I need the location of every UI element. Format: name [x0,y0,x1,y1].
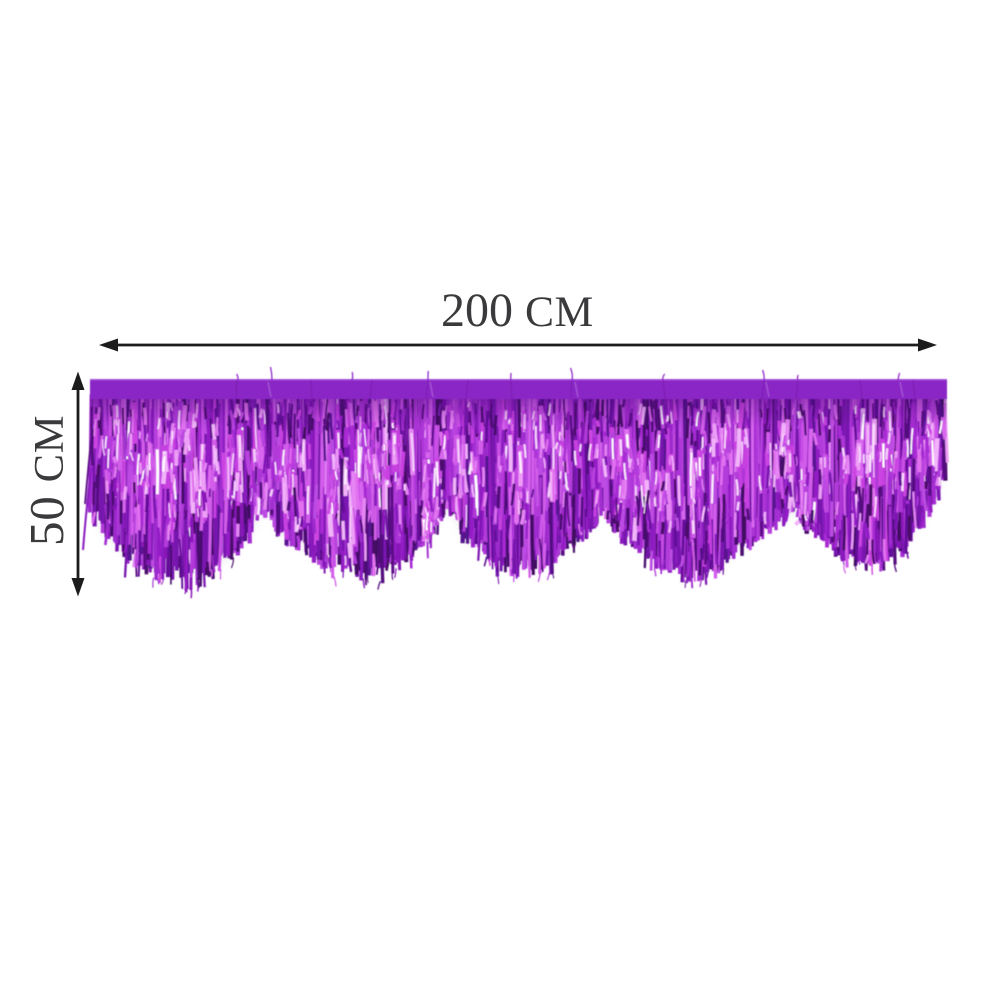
svg-text:200 СМ: 200 СМ [441,284,594,337]
svg-text:50 СМ: 50 СМ [19,415,74,546]
